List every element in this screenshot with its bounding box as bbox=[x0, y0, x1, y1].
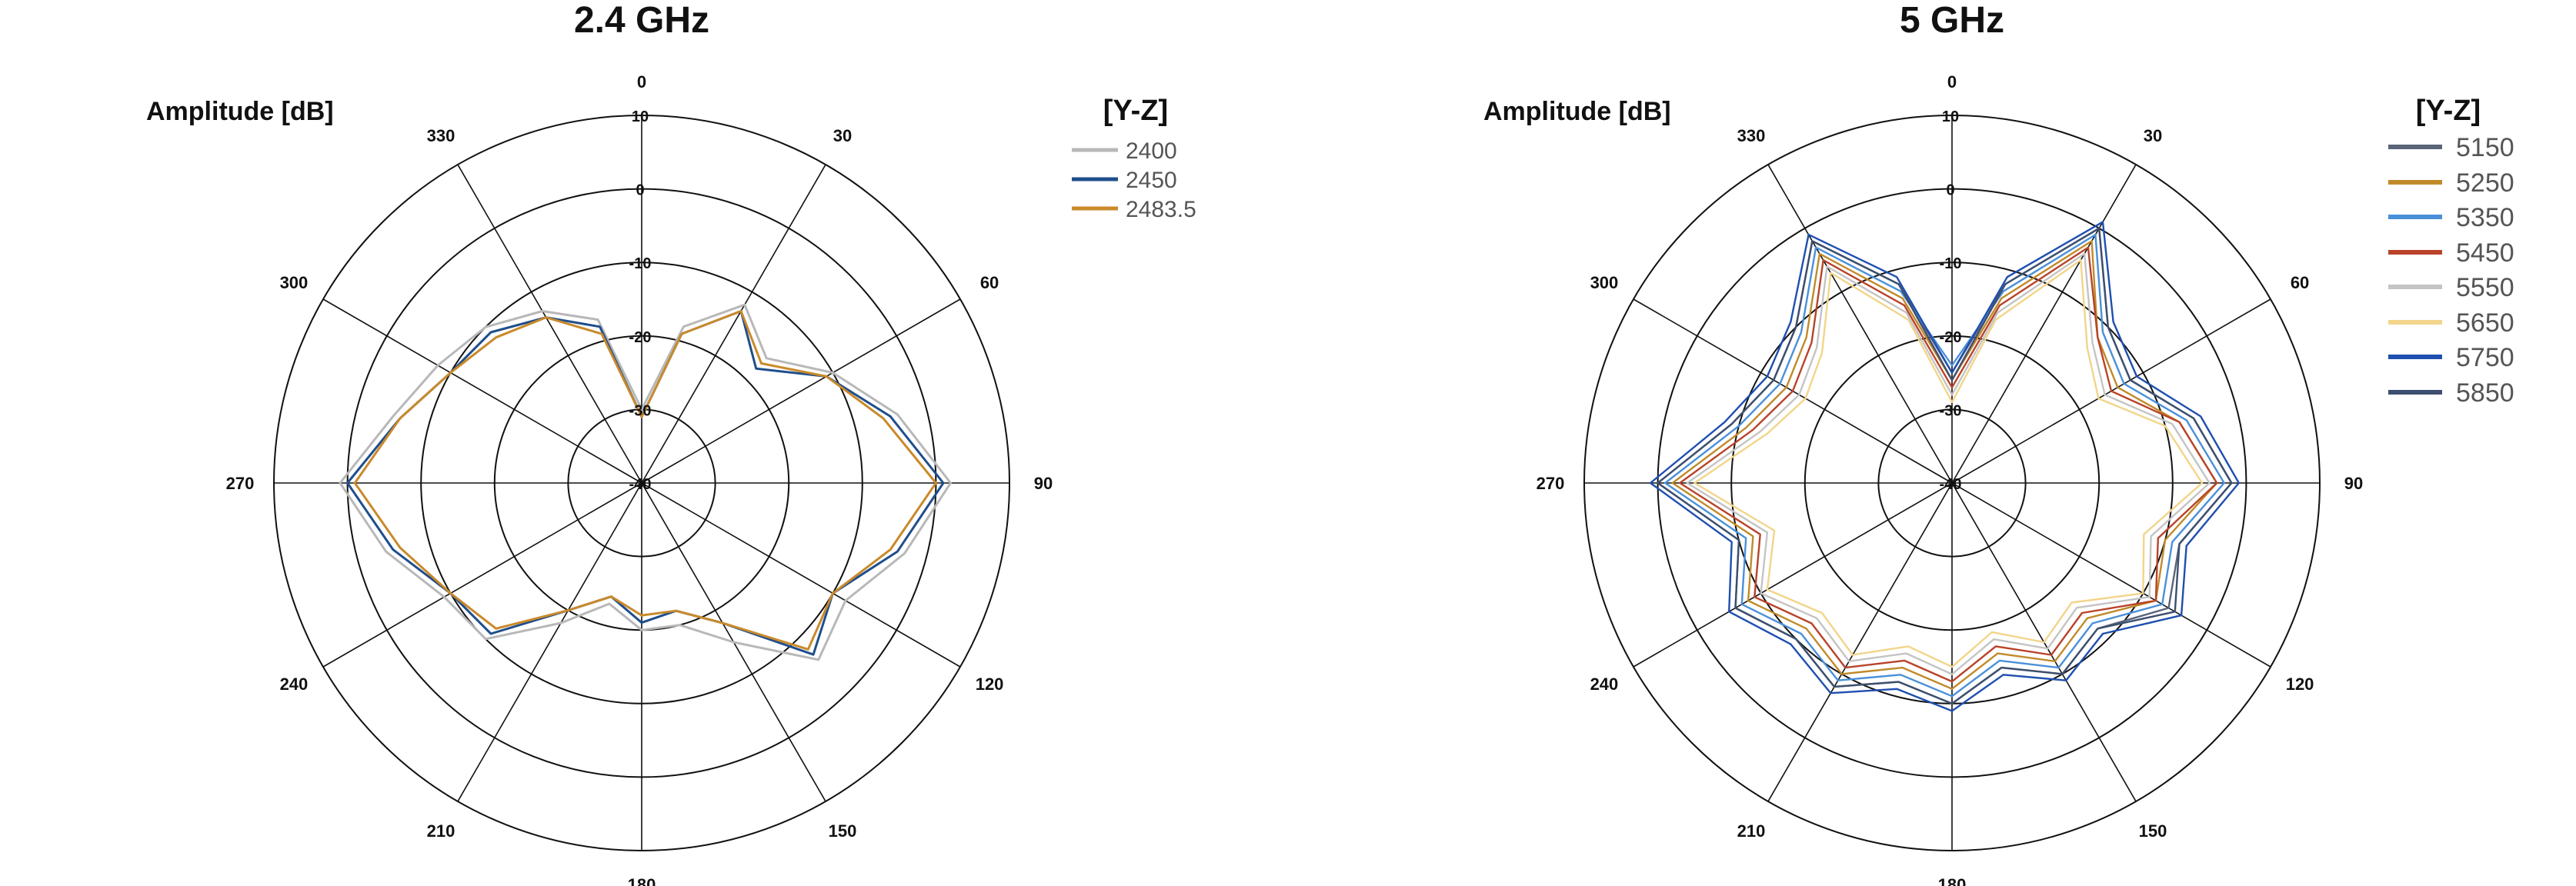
spoke bbox=[641, 164, 826, 484]
radial-tick-label: -10 bbox=[1940, 255, 1962, 272]
chart-2-legend-title: [Y-Z] bbox=[2416, 95, 2481, 127]
angle-tick-label: 30 bbox=[2144, 126, 2162, 145]
chart-2-legend: [Y-Z] 5150 5250 5350 5450 5550 5650 5750… bbox=[2388, 95, 2514, 408]
radial-tick-label: -40 bbox=[629, 476, 652, 493]
radial-tick-label: -20 bbox=[629, 329, 652, 346]
legend-2-label-7: 5850 bbox=[2456, 378, 2514, 408]
angle-tick-label: 150 bbox=[829, 821, 857, 841]
chart-2-labels: 10 0 -10 -20 -30 -40 0 30 60 90 120 150 180 210 240 270… bbox=[1537, 72, 2364, 886]
angle-tick-label: 90 bbox=[2344, 474, 2363, 493]
legend-2-label-0: 5150 bbox=[2456, 133, 2514, 162]
chart-1-legend-title: [Y-Z] bbox=[1103, 95, 1168, 127]
series-5750 bbox=[1649, 221, 2241, 712]
chart-1-series bbox=[339, 303, 952, 661]
angle-tick-label: 240 bbox=[280, 674, 309, 694]
series-2400 bbox=[339, 303, 952, 661]
series-5650 bbox=[1693, 259, 2204, 668]
angle-tick-label: 90 bbox=[1034, 474, 1053, 493]
legend-1-label-0: 2400 bbox=[1126, 138, 1177, 164]
legend-2-label-5: 5650 bbox=[2456, 308, 2514, 338]
legend-2-label-4: 5550 bbox=[2456, 273, 2514, 302]
radial-tick-label: 10 bbox=[1942, 108, 1959, 125]
angle-tick-label: 270 bbox=[1537, 474, 1565, 493]
spoke bbox=[641, 298, 961, 484]
angle-tick-label: 270 bbox=[226, 474, 255, 493]
spoke bbox=[1633, 482, 1953, 668]
radial-tick-label: 0 bbox=[636, 182, 644, 199]
chart-2-4ghz: 2.4 GHz Amplitude [dB] 10 0 -10 -20 -30 -40 0 3… bbox=[146, 0, 1196, 886]
radial-tick-label: -30 bbox=[629, 402, 652, 419]
angle-tick-label: 30 bbox=[833, 126, 852, 145]
series-5550 bbox=[1686, 252, 2211, 675]
angle-tick-label: 120 bbox=[976, 674, 1004, 694]
chart-1-legend: [Y-Z] 2400 2450 2483.5 bbox=[1072, 95, 1196, 222]
chart-2-series bbox=[1649, 221, 2241, 712]
series-5450 bbox=[1679, 246, 2218, 683]
spoke bbox=[1951, 482, 2271, 668]
angle-tick-label: 330 bbox=[1737, 126, 1766, 145]
series-5150 bbox=[1657, 227, 2233, 704]
spoke bbox=[322, 482, 642, 668]
spoke bbox=[322, 298, 642, 484]
chart-2-ylabel: Amplitude [dB] bbox=[1483, 97, 1671, 126]
angle-tick-label: 210 bbox=[427, 821, 455, 841]
chart-5ghz: 5 GHz Amplitude [dB] 10 0 -10 -20 -30 -40 0 30 6… bbox=[1483, 0, 2514, 886]
series-5850 bbox=[1657, 227, 2233, 704]
radial-tick-label: 0 bbox=[1946, 182, 1954, 199]
angle-tick-label: 300 bbox=[280, 273, 309, 292]
legend-1-label-2: 2483.5 bbox=[1126, 197, 1196, 222]
radial-tick-label: -20 bbox=[1940, 329, 1962, 346]
angle-tick-label: 0 bbox=[637, 72, 646, 92]
angle-tick-label: 120 bbox=[2286, 674, 2314, 694]
radial-tick-label: 10 bbox=[632, 108, 649, 125]
chart-1-title: 2.4 GHz bbox=[574, 0, 709, 41]
angle-tick-label: 180 bbox=[1938, 875, 1967, 886]
angle-tick-label: 300 bbox=[1590, 273, 1619, 292]
series-5250 bbox=[1671, 240, 2218, 690]
angle-tick-label: 180 bbox=[628, 875, 656, 886]
spoke bbox=[1767, 482, 1953, 802]
angle-tick-label: 60 bbox=[2291, 273, 2309, 292]
angle-tick-label: 60 bbox=[980, 273, 999, 292]
angle-tick-label: 240 bbox=[1590, 674, 1619, 694]
series-5350 bbox=[1663, 233, 2225, 698]
spoke bbox=[1767, 164, 1953, 484]
radial-tick-label: -30 bbox=[1940, 402, 1962, 419]
angle-tick-label: 0 bbox=[1947, 72, 1957, 92]
spoke bbox=[1951, 164, 2137, 484]
chart-2-title: 5 GHz bbox=[1900, 0, 2004, 41]
legend-2-label-1: 5250 bbox=[2456, 168, 2514, 198]
legend-2-label-2: 5350 bbox=[2456, 203, 2514, 232]
legend-2-label-3: 5450 bbox=[2456, 238, 2514, 268]
angle-tick-label: 150 bbox=[2139, 821, 2167, 841]
angle-tick-label: 330 bbox=[427, 126, 455, 145]
chart-1-labels: 10 0 -10 -20 -30 -40 0 30 60 90 120 150 180 210 240 270… bbox=[226, 72, 1053, 886]
spoke bbox=[457, 482, 642, 802]
radial-tick-label: -10 bbox=[629, 255, 652, 272]
legend-2-label-6: 5750 bbox=[2456, 343, 2514, 372]
radial-tick-label: -40 bbox=[1940, 476, 1962, 493]
legend-1-label-1: 2450 bbox=[1126, 168, 1177, 193]
angle-tick-label: 210 bbox=[1737, 821, 1766, 841]
spoke bbox=[641, 482, 961, 668]
series-2483.5 bbox=[353, 310, 937, 651]
spoke bbox=[457, 164, 642, 484]
chart-1-ylabel: Amplitude [dB] bbox=[146, 97, 334, 126]
